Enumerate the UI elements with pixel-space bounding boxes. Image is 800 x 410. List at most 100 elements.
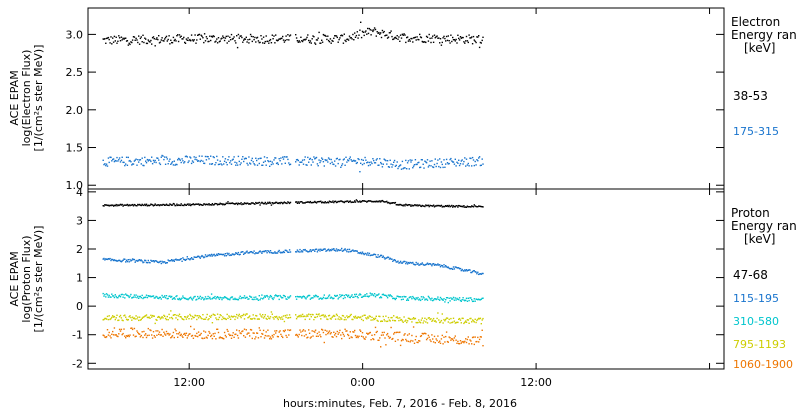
- point-1-1-23: [122, 259, 124, 261]
- point-0-1-196: [272, 163, 274, 165]
- point-1-4-210: [284, 329, 286, 331]
- point-0-0-146: [229, 36, 231, 38]
- point-0-0-169: [249, 38, 251, 41]
- point-1-4-94: [184, 332, 186, 335]
- point-1-4-18: [118, 333, 120, 335]
- point-1-0-401: [454, 206, 456, 208]
- point-1-3-416: [467, 319, 469, 321]
- point-1-2-121: [207, 295, 209, 298]
- point-0-0-216: [289, 34, 292, 36]
- point-1-0-117: [203, 203, 206, 205]
- point-0-0-56: [151, 43, 153, 45]
- point-0-0-114: [201, 35, 203, 37]
- point-0-1-33: [131, 164, 133, 166]
- point-1-2-323: [386, 297, 389, 299]
- point-0-0-408: [460, 37, 462, 39]
- point-1-1-149: [231, 253, 234, 255]
- point-1-2-377: [433, 298, 436, 300]
- point-1-0-38: [135, 205, 137, 207]
- point-1-3-187: [264, 314, 266, 316]
- point-1-3-94: [184, 316, 186, 318]
- point-0-1-100: [189, 156, 191, 158]
- point-0-1-330: [393, 161, 395, 163]
- point-0-0-69: [162, 39, 164, 42]
- point-0-1-275: [345, 156, 347, 158]
- point-1-3-22: [121, 319, 123, 321]
- point-0-1-40: [137, 159, 139, 161]
- point-0-1-232: [308, 161, 310, 163]
- point-0-0-68: [161, 37, 163, 39]
- point-1-4-388: [443, 336, 445, 338]
- point-1-3-80: [171, 318, 174, 320]
- point-1-1-121: [207, 254, 209, 256]
- point-1-1-276: [346, 250, 348, 253]
- point-1-2-418: [469, 297, 471, 299]
- point-1-4-297: [364, 338, 366, 340]
- point-1-3-142: [225, 318, 227, 321]
- point-1-4-336: [398, 331, 400, 334]
- point-1-4-339: [400, 340, 403, 342]
- point-1-0-92: [182, 204, 184, 206]
- point-0-1-117: [203, 162, 206, 165]
- point-1-0-431: [480, 205, 482, 208]
- point-1-4-272: [342, 333, 345, 336]
- point-1-4-360: [419, 340, 421, 342]
- point-1-1-65: [158, 261, 161, 263]
- point-1-0-247: [321, 202, 323, 204]
- point-0-0-366: [424, 41, 426, 43]
- point-1-4-244: [318, 331, 320, 333]
- point-1-3-260: [332, 315, 334, 318]
- point-1-2-266: [337, 298, 339, 300]
- point-1-1-390: [445, 265, 447, 267]
- point-1-4-148: [230, 337, 233, 339]
- point-1-0-306: [372, 200, 374, 203]
- point-1-1-55: [150, 259, 152, 262]
- point-1-0-405: [458, 204, 460, 207]
- point-0-1-238: [313, 156, 315, 158]
- point-1-3-258: [330, 318, 332, 320]
- point-1-4-19: [118, 328, 121, 331]
- point-1-0-174: [253, 203, 255, 205]
- point-1-4-153: [235, 333, 237, 335]
- point-1-4-174: [253, 332, 255, 334]
- point-1-2-159: [240, 297, 242, 300]
- point-0-1-406: [458, 164, 461, 167]
- point-1-2-37: [134, 296, 136, 298]
- point-1-2-380: [436, 298, 438, 300]
- point-1-4-58: [152, 331, 155, 333]
- point-1-0-126: [211, 203, 214, 205]
- point-1-0-385: [440, 204, 443, 207]
- point-0-0-209: [283, 41, 286, 43]
- point-0-1-108: [196, 159, 198, 161]
- point-1-0-336: [398, 204, 400, 206]
- point-1-4-49: [145, 333, 147, 335]
- point-1-4-96: [185, 332, 188, 334]
- point-0-0-324: [387, 36, 390, 38]
- point-1-1-75: [167, 259, 169, 261]
- point-1-0-426: [476, 206, 478, 208]
- point-1-1-112: [199, 257, 201, 259]
- point-0-0-29: [127, 44, 129, 46]
- point-1-1-13: [113, 259, 116, 261]
- proton-legend-entry-1060-1900: 1060-1900: [733, 358, 793, 371]
- point-0-1-106: [194, 158, 196, 161]
- point-0-0-268: [339, 37, 341, 39]
- point-0-1-148: [230, 163, 233, 165]
- point-0-1-49: [145, 160, 147, 162]
- y-tick-label-0-4: 3.0: [66, 28, 84, 41]
- point-0-0-71: [164, 38, 166, 40]
- point-1-3-112: [199, 316, 201, 318]
- point-1-4-268: [339, 329, 341, 332]
- point-1-3-125: [210, 314, 213, 317]
- point-1-2-133: [217, 297, 220, 299]
- point-1-1-321: [385, 257, 387, 259]
- point-0-1-266: [337, 162, 339, 165]
- point-1-3-333: [395, 316, 397, 319]
- point-1-0-304: [370, 200, 372, 202]
- point-1-4-409: [461, 341, 463, 343]
- series-1-2: [102, 292, 484, 304]
- point-1-3-180: [258, 318, 260, 320]
- point-1-2-174: [253, 296, 255, 299]
- point-1-2-185: [262, 297, 265, 299]
- point-1-3-97: [186, 316, 188, 318]
